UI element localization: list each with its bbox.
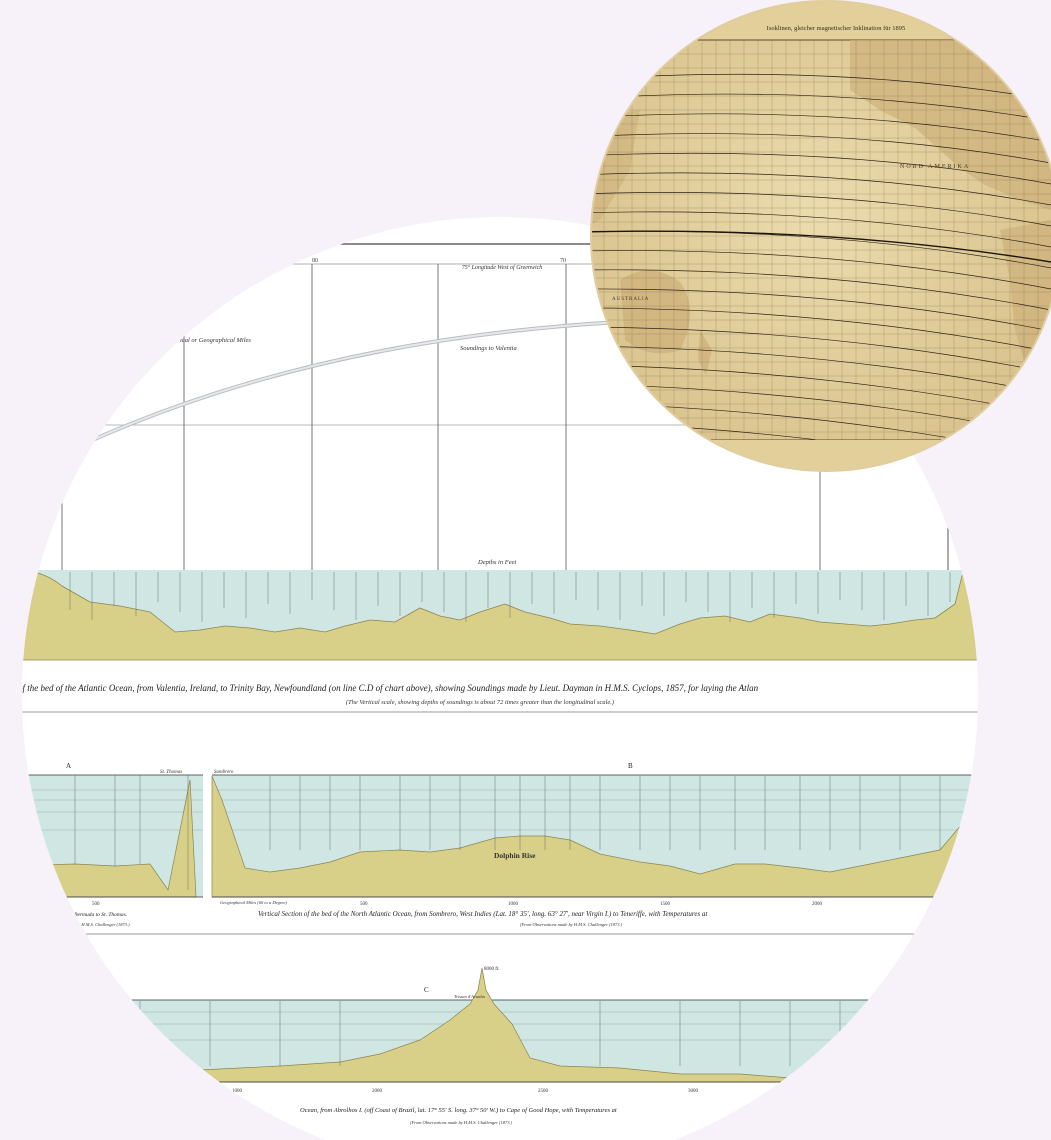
magnetic-equator: [591, 230, 1051, 263]
section-b-tick: 1500: [660, 902, 671, 907]
section-b-scale-note: Geographical Miles (60 to a Degree): [220, 900, 287, 905]
meridian-lines: [61, 264, 821, 570]
section-c-island-label: Tristan d'Acunha: [454, 994, 486, 999]
track-label-miles: ical or Geographical Miles: [180, 337, 251, 344]
section-a-caption: tlantic Ocean, from Bermuda to St. Thoma…: [30, 911, 127, 918]
section-b-feature: Dolphin Rise: [494, 851, 536, 860]
section-c-tick: 2500: [538, 1089, 549, 1094]
section-b-caption: Vertical Section of the bed of the North…: [258, 910, 708, 918]
section-b: Sombrero B Dolphin Rise Geographical Mil…: [211, 762, 978, 927]
longitude-header: 75° Longitude West of Greenwich: [462, 264, 543, 271]
section-c-tick: 1000: [232, 1089, 243, 1094]
main-subcaption: (The Vertical scale, showing depths of s…: [346, 699, 614, 706]
section-c-letter: C: [424, 986, 429, 994]
section-b-letter: B: [628, 762, 633, 770]
section-c-caption: Ocean, from Abrolhos I. (off Coast of Br…: [300, 1107, 617, 1114]
svg-text:70: 70: [560, 258, 566, 264]
section-c-tick: 3000: [688, 1089, 699, 1094]
map-title: Isoklinen, gleicher magnetischer Inklina…: [767, 25, 906, 32]
section-a-tick: 500: [92, 902, 100, 907]
section-b-source: (From Observations made by H.M.S. Challe…: [520, 922, 623, 927]
map-region-label: NORD AMERIKA: [900, 164, 970, 170]
section-b-tick: 1000: [508, 902, 519, 907]
map-region-label: AUSTRALIA: [612, 297, 649, 302]
depth-header: Depths in Feet: [477, 559, 516, 566]
section-a-end-label: St. Thomas: [160, 770, 182, 775]
svg-text:80: 80: [312, 258, 318, 264]
section-b-start-label: Sombrero: [214, 770, 234, 775]
section-a-letter: A: [66, 762, 71, 770]
section-b-tick: 2000: [812, 902, 823, 907]
track-label-soundings: Soundings to Valentia: [460, 345, 517, 352]
section-a-source: Observations made by H.M.S. Challenger (…: [40, 922, 130, 927]
sounding-lines: [69, 572, 951, 622]
section-c-source: (From Observations made by H.M.S. Challe…: [410, 1120, 513, 1125]
section-b-tick: 500: [360, 902, 368, 907]
atlantic-seabed: [22, 569, 978, 661]
section-c-tick: 2000: [372, 1089, 383, 1094]
section-c-peak-label: 8000 ft.: [484, 967, 500, 972]
main-caption: of the bed of the Atlantic Ocean, from V…: [18, 683, 759, 693]
map-graticule: [591, 40, 1051, 440]
